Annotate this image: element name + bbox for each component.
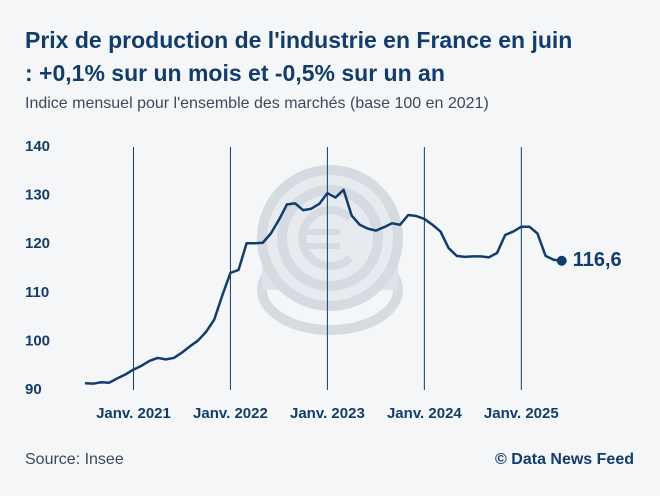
chart-title: : +0,1% sur un mois et -0,5% sur un an (25, 60, 445, 86)
end-label: 116,6 (573, 249, 622, 271)
data-line (84, 188, 562, 385)
end-point (556, 255, 567, 266)
source: Source: Insee (25, 451, 124, 468)
x-tick-label: Janv. 2021 (96, 405, 171, 422)
chart-title: Prix de production de l'industrie en Fra… (25, 27, 572, 53)
x-tick-label: Janv. 2025 (484, 405, 559, 422)
x-tick-label: Janv. 2022 (193, 405, 268, 422)
y-tick-label: 90 (25, 381, 42, 398)
chart-subtitle: Indice mensuel pour l'ensemble des march… (25, 95, 489, 112)
y-tick-label: 120 (25, 235, 50, 252)
credit: © Data News Feed (495, 451, 634, 468)
x-tick-label: Janv. 2023 (290, 405, 365, 422)
y-tick-label: 110 (25, 284, 49, 301)
x-tick-label: Janv. 2024 (387, 405, 462, 422)
y-tick-label: 140 (25, 138, 50, 155)
y-tick-label: 100 (25, 332, 50, 349)
y-tick-label: 130 (25, 187, 50, 204)
